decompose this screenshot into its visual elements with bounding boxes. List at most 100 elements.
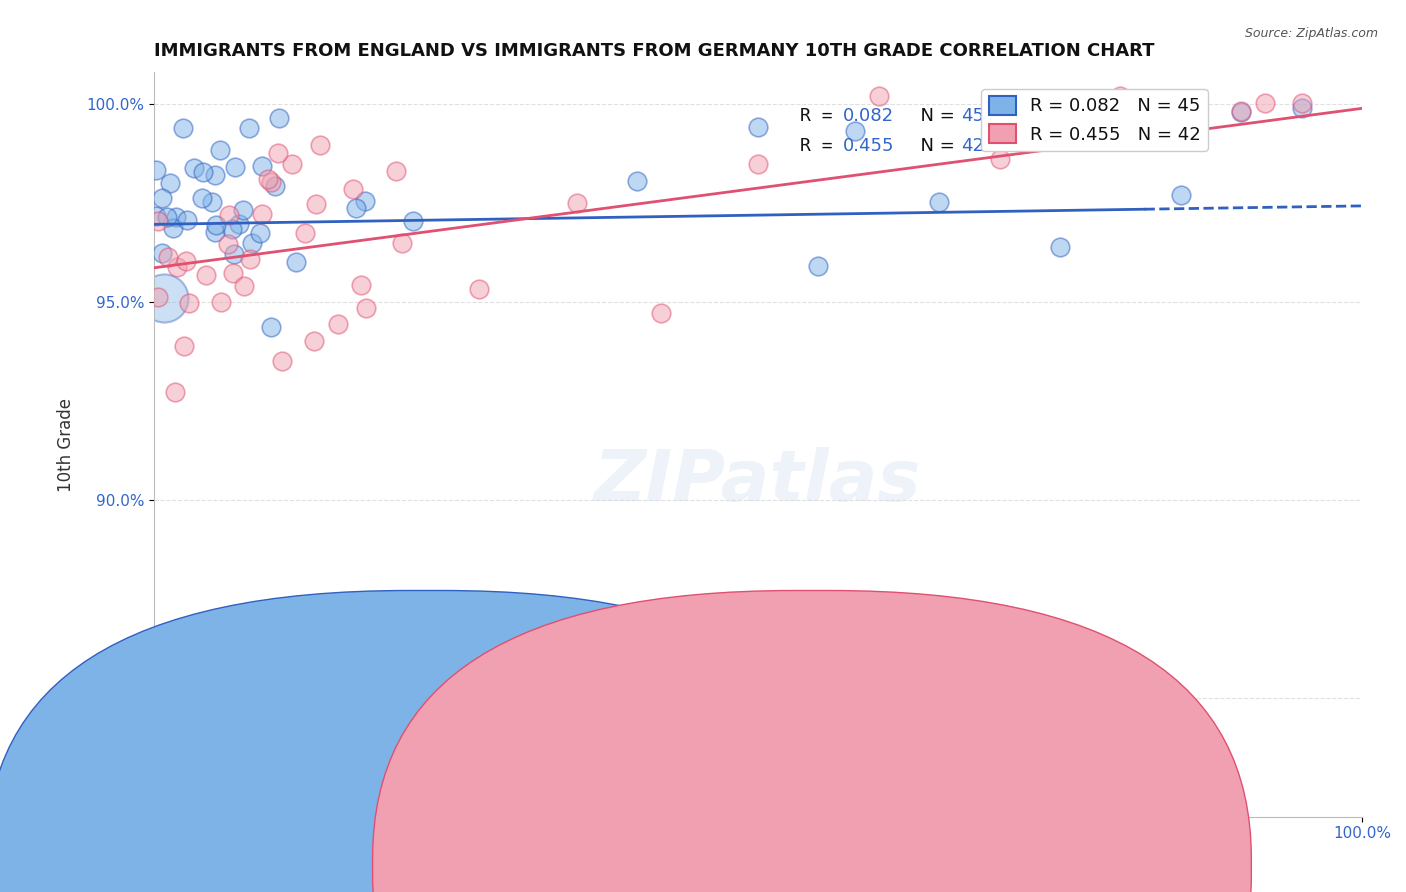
Point [232, 202, 254, 217]
Point [146, 214, 169, 228]
Point [354, 194, 377, 208]
Point [194, 268, 217, 282]
Point [224, 247, 246, 261]
Text: ZIPatlas: ZIPatlas [595, 447, 922, 516]
Point [326, 318, 349, 332]
Point [165, 211, 187, 225]
Point [807, 259, 830, 273]
Text: R =: R = [800, 107, 844, 125]
Y-axis label: 10th Grade: 10th Grade [58, 398, 75, 491]
Point [156, 250, 179, 264]
Point [152, 291, 174, 305]
Point [228, 217, 250, 231]
Point [249, 227, 271, 241]
Point [305, 196, 328, 211]
Point [344, 202, 367, 216]
Point [1254, 96, 1277, 111]
Point [565, 196, 588, 211]
Point [1291, 101, 1313, 115]
Point [156, 210, 179, 224]
Point [159, 176, 181, 190]
Point [267, 111, 290, 125]
Point [1230, 105, 1253, 120]
Point [309, 137, 332, 152]
Point [177, 296, 200, 310]
Point [205, 218, 228, 232]
Point [294, 226, 316, 240]
Point [193, 165, 215, 179]
Text: IMMIGRANTS FROM ENGLAND VS IMMIGRANTS FROM GERMANY 10TH GRADE CORRELATION CHART: IMMIGRANTS FROM ENGLAND VS IMMIGRANTS FR… [155, 42, 1154, 60]
Point [1230, 104, 1253, 119]
Text: Immigrants from Germany: Immigrants from Germany [785, 859, 987, 874]
Point [209, 143, 232, 157]
Point [257, 172, 280, 186]
Point [145, 209, 167, 223]
Point [176, 213, 198, 227]
Point [150, 246, 173, 260]
Point [267, 146, 290, 161]
Point [391, 236, 413, 251]
Text: N =: N = [910, 136, 960, 154]
Point [259, 175, 281, 189]
Point [1109, 89, 1132, 103]
Point [354, 301, 377, 316]
Point [747, 156, 769, 170]
Point [146, 290, 169, 304]
Point [238, 120, 260, 135]
Point [201, 195, 224, 210]
Point [626, 174, 648, 188]
Text: N =: N = [910, 107, 960, 125]
Legend: R = 0.082   N = 45, R = 0.455   N = 42: R = 0.082 N = 45, R = 0.455 N = 42 [981, 89, 1208, 151]
Point [281, 651, 304, 665]
Text: 0.455: 0.455 [842, 136, 894, 154]
Point [166, 260, 188, 274]
Point [264, 178, 287, 193]
Point [224, 160, 246, 174]
Point [271, 353, 294, 368]
Point [1291, 96, 1313, 111]
Point [204, 225, 226, 239]
Point [209, 295, 232, 310]
Point [221, 221, 243, 235]
Text: 0.082: 0.082 [842, 107, 894, 125]
Text: Source: ZipAtlas.com: Source: ZipAtlas.com [1244, 27, 1378, 40]
Point [747, 120, 769, 134]
Point [172, 120, 194, 135]
Point [988, 152, 1011, 166]
Point [150, 191, 173, 205]
Point [384, 164, 406, 178]
Point [250, 159, 273, 173]
Point [844, 123, 866, 137]
Point [1170, 188, 1192, 202]
Point [239, 252, 262, 267]
Point [222, 266, 245, 280]
Text: 42: 42 [960, 136, 984, 154]
Point [252, 207, 274, 221]
Point [565, 770, 588, 784]
Point [868, 89, 890, 103]
Point [204, 168, 226, 182]
Point [342, 181, 364, 195]
Point [468, 282, 491, 296]
Point [281, 156, 304, 170]
Point [240, 236, 263, 251]
Point [1170, 111, 1192, 125]
Point [284, 255, 307, 269]
Point [174, 253, 197, 268]
Text: Immigrants from England: Immigrants from England [395, 859, 589, 874]
Point [191, 191, 214, 205]
Point [162, 220, 184, 235]
Text: R =: R = [800, 136, 844, 154]
Point [218, 208, 240, 222]
Point [260, 319, 283, 334]
Point [183, 161, 205, 175]
Point [165, 384, 187, 399]
Point [302, 334, 325, 349]
Point [928, 194, 950, 209]
Point [217, 237, 239, 252]
Text: 45: 45 [960, 107, 984, 125]
Point [349, 278, 371, 293]
Point [232, 279, 254, 293]
Point [1049, 240, 1071, 254]
Point [402, 214, 425, 228]
